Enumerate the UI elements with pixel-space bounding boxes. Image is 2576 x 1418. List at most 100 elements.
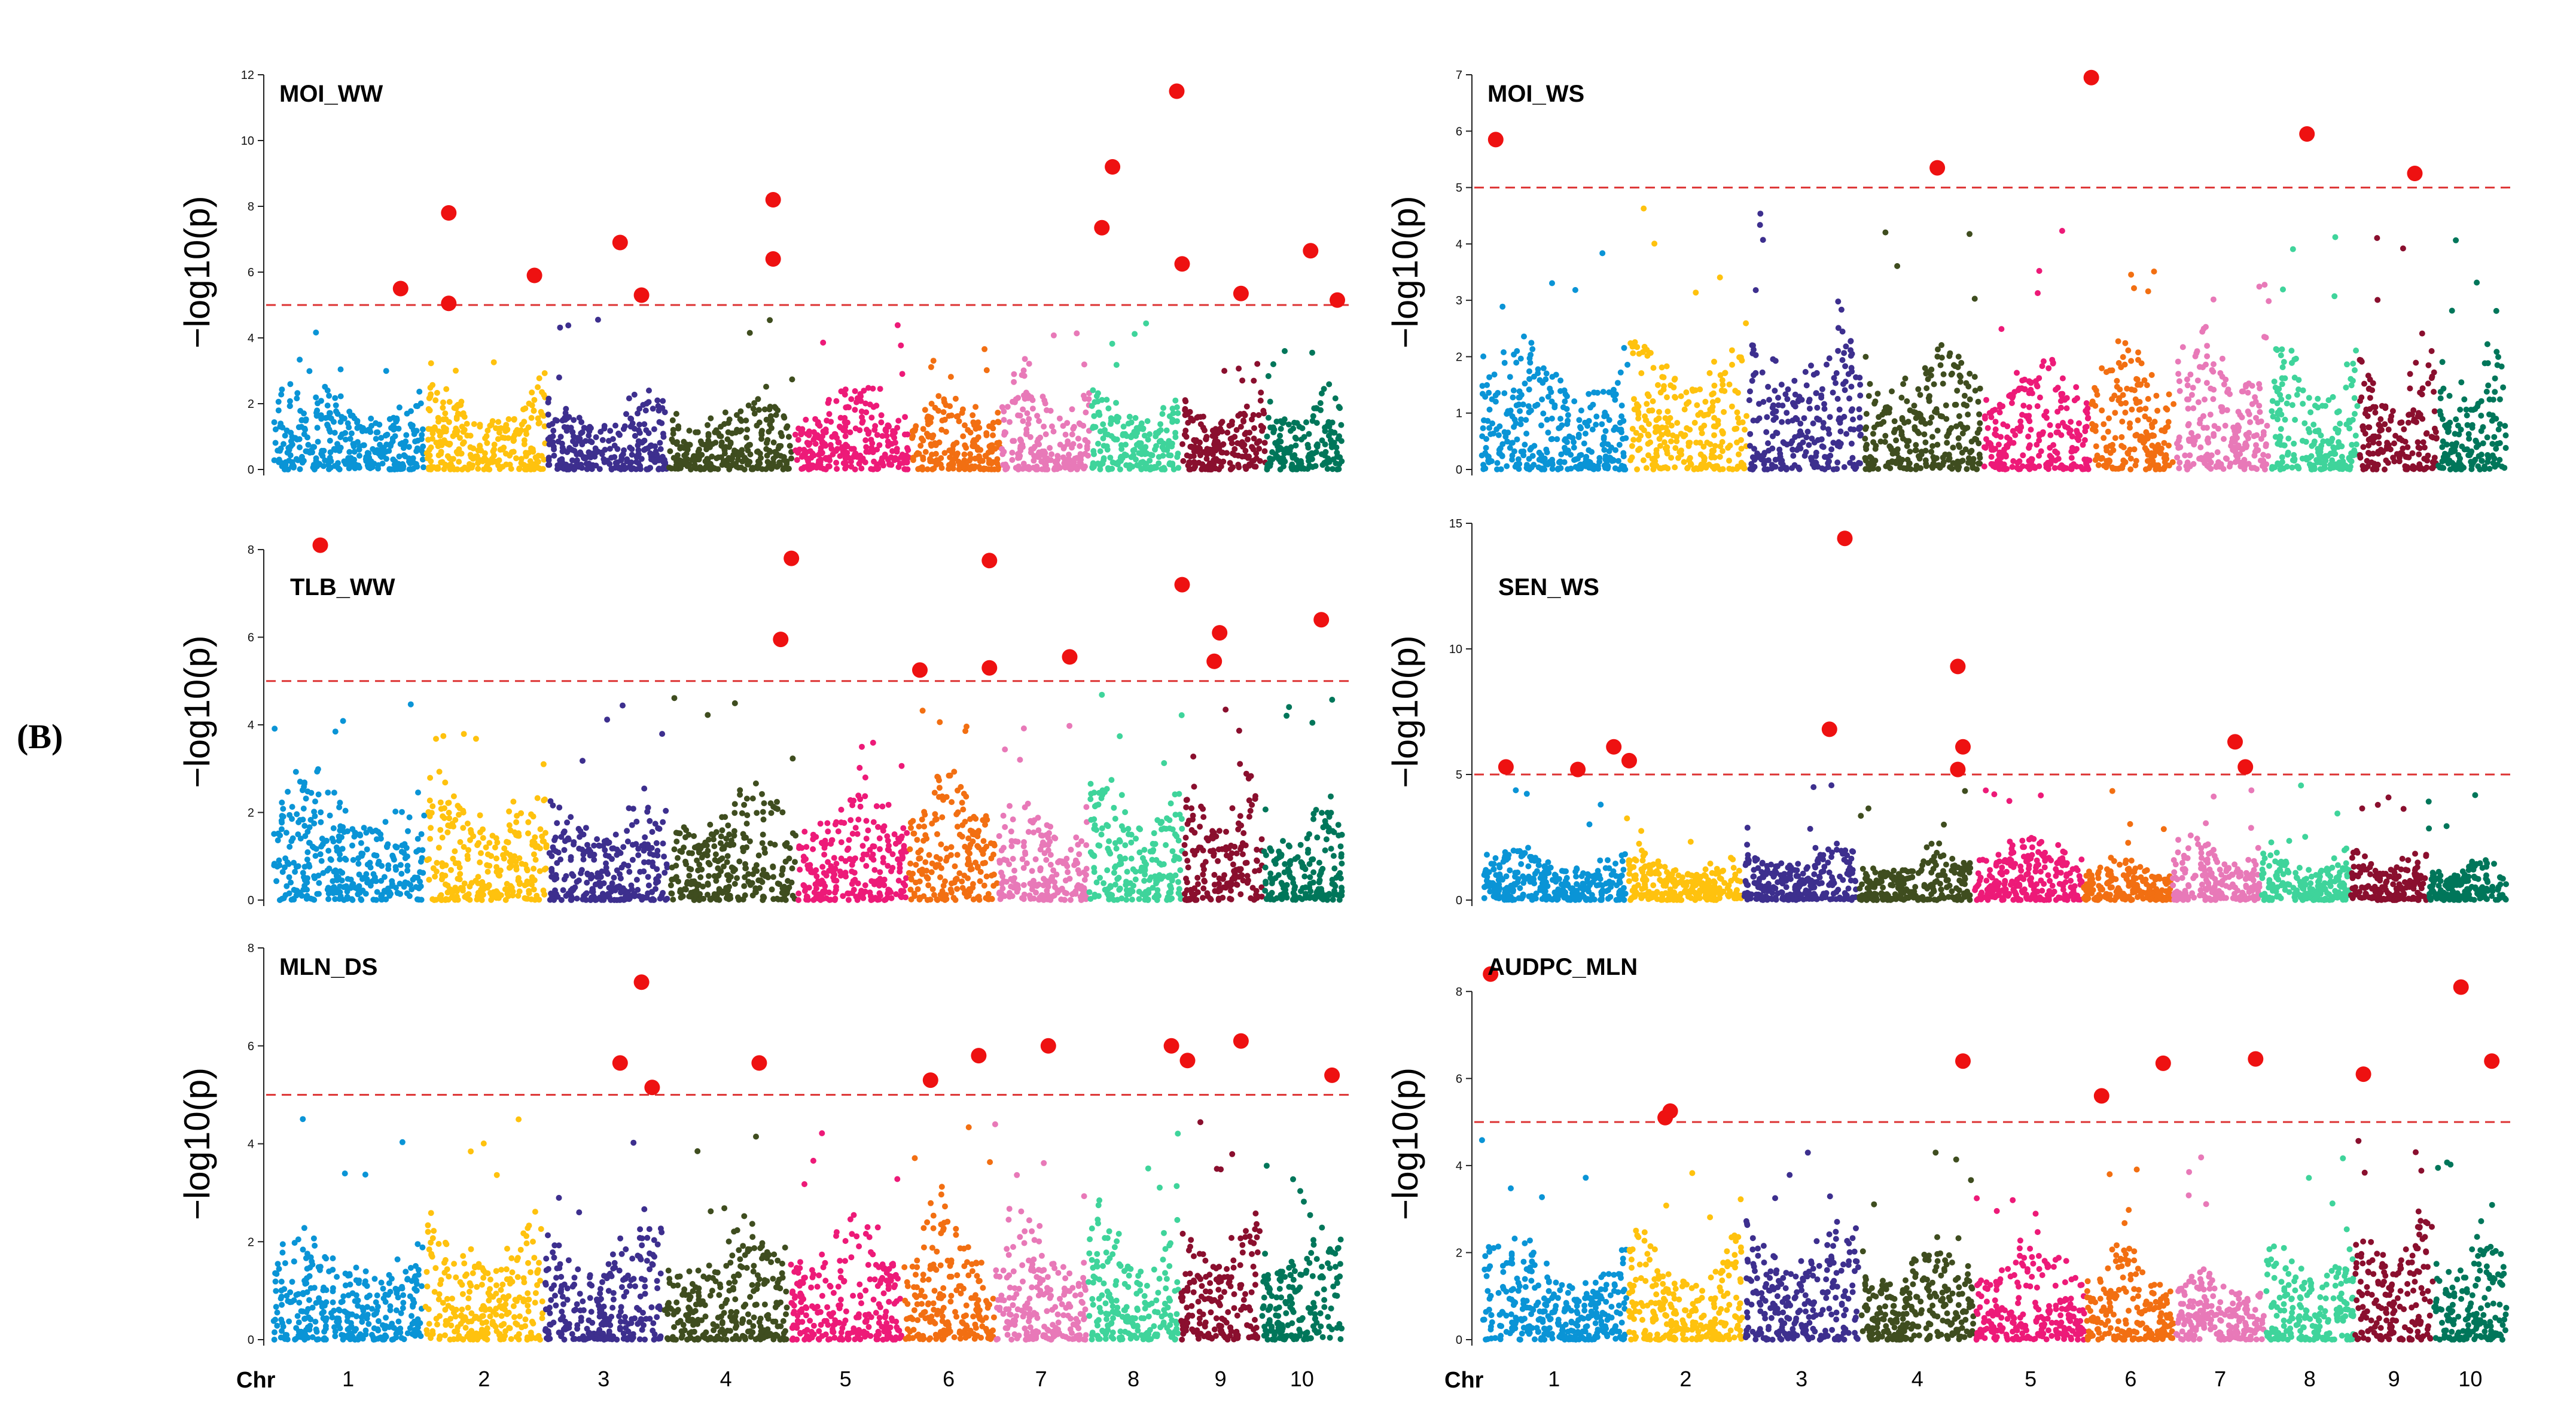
snp-point	[2352, 411, 2358, 417]
snp-point	[1521, 333, 1527, 340]
snp-point	[1965, 411, 1971, 418]
snp-point	[681, 459, 688, 465]
snp-point	[440, 404, 446, 411]
snp-point	[576, 414, 583, 421]
snp-point	[1687, 461, 1694, 467]
snp-point	[823, 456, 830, 462]
significant-snp	[1330, 292, 1345, 308]
snp-point	[282, 432, 288, 439]
snp-point	[783, 425, 789, 431]
snp-point	[615, 430, 622, 437]
snp-point	[838, 388, 845, 395]
snp-point	[704, 456, 711, 462]
snp-point	[1075, 435, 1081, 442]
snp-point	[2370, 433, 2376, 440]
snp-point	[2191, 441, 2197, 448]
snp-point	[865, 385, 871, 391]
snp-point	[1871, 400, 1878, 407]
snp-point	[2163, 405, 2169, 411]
snp-point	[1159, 466, 1165, 472]
snp-point	[2416, 451, 2422, 458]
snp-point	[289, 459, 295, 465]
snp-point	[289, 804, 295, 810]
snp-point	[1863, 411, 1870, 417]
snp-point	[2149, 443, 2156, 449]
snp-point	[2257, 408, 2263, 415]
snp-point	[1842, 387, 1848, 394]
snp-point	[2406, 411, 2413, 418]
snp-point	[1618, 413, 1625, 420]
snp-point	[2387, 446, 2394, 453]
snp-point	[1565, 412, 1571, 418]
snp-point	[694, 429, 701, 435]
snp-point	[2417, 463, 2423, 470]
snp-point	[1831, 375, 1837, 381]
snp-point	[351, 449, 358, 455]
snp-point	[1581, 440, 1587, 447]
snp-point	[1042, 431, 1049, 438]
snp-point	[1515, 456, 1522, 462]
snp-point	[1050, 428, 1057, 435]
chromosome-4-points	[666, 317, 795, 472]
snp-point	[1576, 417, 1583, 423]
snp-point	[792, 447, 799, 454]
snp-point	[1873, 443, 1879, 449]
snp-point	[840, 450, 846, 457]
snp-point	[1757, 211, 1764, 217]
snp-point	[559, 417, 566, 424]
snp-point	[413, 402, 419, 409]
snp-point	[1806, 405, 1813, 412]
snp-point	[1541, 466, 1548, 472]
y-tick-label: 0	[248, 894, 254, 907]
snp-point	[1303, 419, 1309, 426]
snp-point	[2482, 360, 2488, 367]
snp-point	[2072, 447, 2078, 454]
snp-point	[891, 434, 898, 441]
snp-point	[1270, 361, 1276, 367]
snp-point	[1729, 466, 1736, 472]
snp-point	[571, 417, 577, 423]
snp-point	[705, 422, 711, 428]
snp-point	[312, 875, 318, 882]
snp-point	[1765, 440, 1771, 447]
snp-point	[1485, 458, 1492, 464]
snp-point	[550, 439, 556, 446]
snp-point	[1697, 463, 1704, 469]
snp-point	[1841, 413, 1848, 420]
snp-point	[1877, 438, 1884, 445]
snp-point	[1309, 450, 1315, 456]
snp-point	[749, 466, 756, 472]
snp-point	[339, 870, 346, 876]
snp-point	[1086, 396, 1092, 402]
snp-point	[1047, 407, 1054, 414]
snp-point	[1228, 440, 1235, 447]
snp-point	[1738, 437, 1744, 443]
snp-point	[1227, 460, 1233, 466]
snp-point	[1099, 460, 1105, 466]
snp-point	[968, 455, 974, 462]
snp-point	[741, 466, 748, 472]
snp-point	[2190, 434, 2196, 441]
snp-point	[1113, 400, 1119, 406]
snp-point	[2461, 396, 2468, 402]
snp-point	[1627, 457, 1634, 463]
snp-point	[595, 316, 601, 323]
snp-point	[2174, 455, 2181, 461]
snp-point	[2407, 385, 2413, 392]
snp-point	[416, 388, 423, 395]
snp-point	[2106, 367, 2113, 374]
snp-point	[2071, 397, 2078, 404]
snp-point	[280, 806, 286, 812]
snp-point	[535, 384, 541, 391]
snp-point	[1132, 431, 1139, 437]
snp-point	[1084, 439, 1091, 446]
snp-point	[1913, 442, 1919, 448]
snp-point	[1486, 389, 1492, 396]
snp-point	[2146, 465, 2153, 471]
snp-point	[1557, 416, 1563, 422]
snp-point	[311, 444, 318, 450]
snp-point	[546, 462, 553, 468]
snp-point	[1529, 346, 1536, 352]
